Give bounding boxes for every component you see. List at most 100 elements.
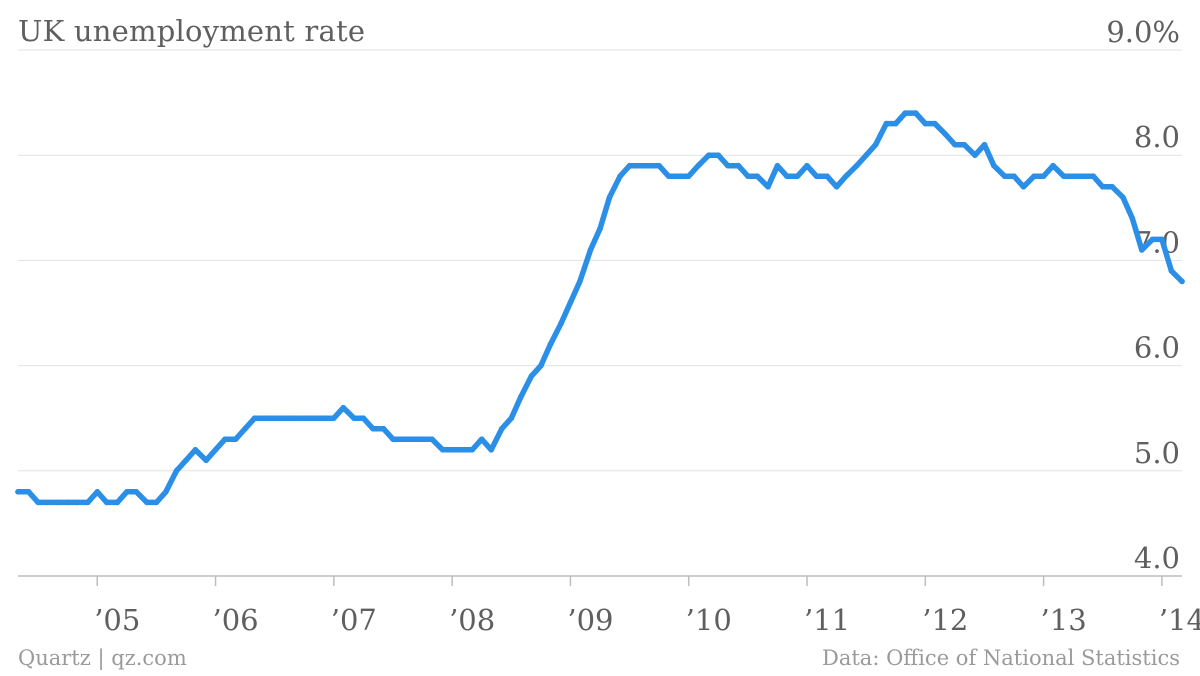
y-tick-label: 4.0	[1134, 541, 1180, 575]
data-point	[1060, 173, 1067, 179]
data-point	[103, 499, 110, 506]
data-point	[853, 162, 860, 169]
data-point	[1011, 173, 1017, 179]
data-point	[203, 457, 209, 464]
y-tick-label: 6.0	[1134, 331, 1180, 365]
data-point	[706, 152, 712, 158]
data-point	[735, 162, 742, 169]
x-tick-label: ’14	[1159, 603, 1200, 637]
data-point	[695, 162, 701, 169]
data-point	[765, 184, 771, 190]
data-point	[883, 120, 890, 127]
data-point	[410, 436, 416, 443]
data-point	[251, 415, 258, 422]
data-point	[488, 447, 495, 453]
series-layer	[15, 110, 1185, 506]
data-point	[725, 162, 731, 169]
data-point	[153, 499, 160, 506]
data-point	[538, 362, 544, 369]
y-tick-label: 9.0%	[1106, 15, 1180, 49]
data-point	[528, 373, 535, 379]
data-point	[1099, 184, 1106, 190]
data-point	[370, 425, 376, 432]
data-point	[469, 447, 476, 453]
data-point	[508, 415, 515, 422]
data-point	[449, 447, 455, 453]
data-point	[754, 173, 761, 179]
data-point	[55, 499, 61, 506]
data-point	[636, 162, 642, 169]
data-point	[360, 415, 367, 422]
data-point	[1129, 215, 1136, 222]
data-point	[331, 415, 337, 422]
data-point	[843, 173, 849, 179]
series-line	[15, 110, 1185, 506]
data-point	[1040, 173, 1047, 179]
data-point	[1070, 173, 1076, 179]
data-point	[419, 436, 426, 443]
data-point	[399, 436, 406, 443]
data-point	[35, 499, 41, 506]
data-point	[804, 162, 810, 169]
data-point	[1050, 162, 1056, 169]
x-axis: ’05 ’06 ’07 ’08 ’09 ’10 ’11 ’12 ’13 ’14	[94, 576, 1200, 637]
x-tick-label: ’08	[449, 603, 495, 637]
x-tick-label: ’06	[212, 603, 258, 637]
data-point	[1139, 247, 1145, 253]
data-point	[499, 425, 505, 432]
data-point	[794, 173, 801, 179]
gridlines	[18, 49, 1182, 577]
data-point	[74, 499, 80, 506]
data-point	[321, 415, 328, 422]
data-point	[271, 415, 278, 422]
data-point	[133, 489, 140, 495]
data-point	[458, 447, 465, 453]
data-point	[242, 425, 248, 432]
y-axis: 4.05.06.07.08.09.0%	[1106, 15, 1180, 575]
data-point	[1090, 173, 1097, 179]
data-point	[961, 141, 968, 148]
data-point	[340, 404, 347, 411]
data-point	[173, 468, 180, 474]
data-point	[913, 110, 919, 116]
data-point	[25, 489, 32, 495]
data-point	[952, 141, 958, 148]
data-point	[1001, 173, 1008, 179]
data-point	[547, 341, 554, 348]
data-point	[222, 436, 228, 443]
x-tick-label: ’05	[94, 603, 140, 637]
data-point	[429, 436, 435, 443]
data-point	[1159, 236, 1165, 243]
data-point	[64, 499, 71, 506]
data-point	[892, 120, 899, 127]
data-point	[192, 447, 199, 453]
data-point	[626, 162, 633, 169]
data-point	[1149, 236, 1156, 243]
data-point	[685, 173, 692, 179]
x-tick-label: ’13	[1041, 603, 1087, 637]
data-point	[380, 425, 387, 432]
data-point	[517, 394, 524, 401]
data-point	[144, 499, 150, 506]
data-point	[824, 173, 830, 179]
y-tick-label: 5.0	[1134, 436, 1180, 470]
data-point	[478, 436, 485, 443]
data-point	[715, 152, 722, 158]
data-point	[656, 162, 662, 169]
data-point	[774, 162, 781, 169]
data-point	[94, 489, 101, 495]
data-point	[310, 415, 317, 422]
data-point	[85, 499, 91, 506]
data-point	[597, 226, 603, 232]
data-point	[1120, 194, 1126, 201]
data-point	[292, 415, 298, 422]
data-point	[351, 415, 357, 422]
x-tick-label: ’07	[331, 603, 377, 637]
data-point	[232, 436, 239, 443]
x-tick-label: ’09	[567, 603, 613, 637]
x-tick-label: ’11	[804, 603, 850, 637]
data-point	[577, 278, 583, 285]
x-tick-label: ’10	[686, 603, 732, 637]
data-point	[617, 173, 623, 179]
data-point	[1179, 278, 1185, 285]
